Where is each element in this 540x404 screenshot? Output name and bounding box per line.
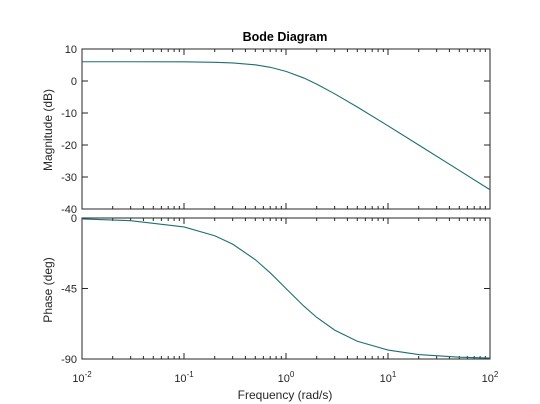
magnitude-series-line: [82, 61, 491, 191]
phase-y-tick-label: 0: [71, 213, 77, 225]
magnitude-y-tick-label: -30: [61, 172, 77, 184]
chart-title: Bode Diagram: [243, 30, 328, 44]
magnitude-axes-box: [81, 48, 491, 210]
magnitude-y-tick-label: -20: [61, 140, 77, 152]
x-tick-label: 10-1: [174, 370, 194, 385]
x-tick-label: 101: [380, 370, 397, 385]
magnitude-y-tick-label: 10: [65, 44, 77, 56]
phase-series-line: [81, 218, 491, 359]
x-axis-label: Frequency (rad/s): [238, 388, 333, 402]
magnitude-y-tick-label: -40: [61, 204, 77, 216]
magnitude-panel: 10 0 -10 -20 -30 -40: [61, 44, 491, 216]
x-tick-label: 102: [482, 370, 499, 385]
phase-panel: 0 -45 -90 10-2 10-1 100 101 102: [61, 213, 499, 385]
phase-y-tick-label: -45: [61, 284, 77, 296]
magnitude-axis-label: Magnitude (dB): [41, 89, 55, 171]
phase-y-tick-label: -90: [61, 354, 77, 366]
magnitude-y-tick-label: -10: [61, 108, 77, 120]
magnitude-y-tick-label: 0: [71, 76, 77, 88]
x-tick-label: 10-2: [72, 370, 92, 385]
x-tick-label: 100: [278, 370, 295, 385]
phase-axis-label: Phase (deg): [41, 257, 55, 322]
